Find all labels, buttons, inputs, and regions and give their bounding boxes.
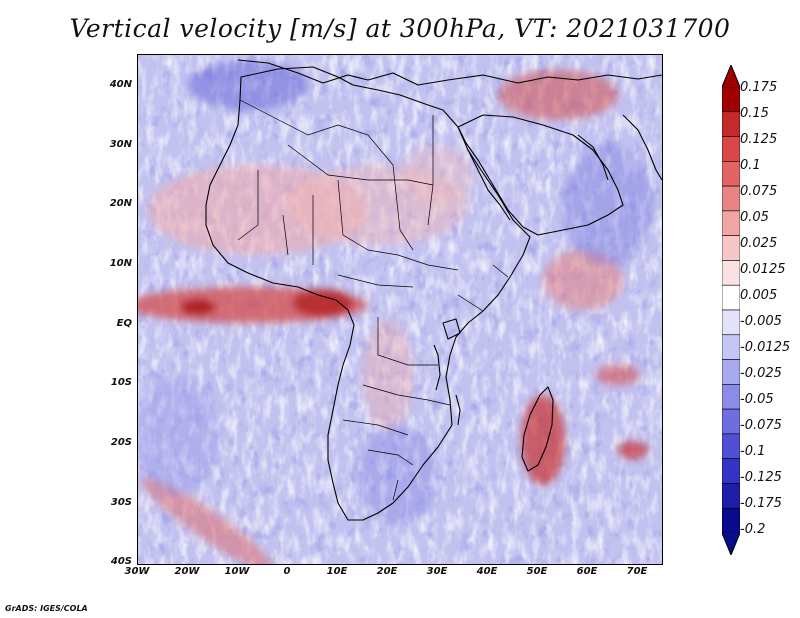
lat-label-30s: 30S	[110, 497, 132, 508]
colorbar-label: -0.005	[740, 314, 782, 329]
lon-label-40e: 40E	[476, 566, 498, 577]
lon-label-30e: 30E	[426, 566, 448, 577]
colorbar-segment	[722, 161, 740, 187]
country-borders	[237, 99, 509, 501]
colorbar-segment	[722, 384, 740, 410]
colorbar-label: -0.2	[740, 522, 766, 537]
lake-victoria	[442, 318, 461, 340]
lat-label-eq: EQ	[116, 318, 132, 329]
lon-label-10w: 10W	[224, 566, 250, 577]
colorbar-label: 0.15	[740, 106, 769, 121]
lake-tanganyika	[433, 344, 441, 391]
colorbar-label: -0.125	[740, 470, 782, 485]
colorbar-segment	[722, 408, 740, 435]
colorbar-segment	[722, 483, 740, 509]
colorbar-label: 0.075	[740, 184, 778, 199]
colorbar-label: 0.175	[740, 80, 778, 95]
lat-label-40s: 40S	[110, 556, 132, 567]
colorbar-label: 0.1	[740, 158, 761, 173]
colorbar-segment	[722, 458, 740, 484]
colorbar-label: -0.025	[740, 366, 782, 381]
colorbar-segment	[722, 185, 740, 212]
colorbar-label: -0.075	[740, 418, 782, 433]
persian-gulf	[577, 134, 609, 181]
lon-label-50e: 50E	[526, 566, 548, 577]
colorbar-label: -0.05	[740, 392, 774, 407]
india-coastline	[622, 114, 662, 181]
lon-label-20e: 20E	[376, 566, 398, 577]
colorbar-segment	[722, 210, 740, 236]
colorbar-segment	[722, 284, 740, 311]
lon-label-20w: 20W	[174, 566, 200, 577]
colorbar-segment	[722, 433, 740, 459]
colorbar-segment	[722, 136, 740, 162]
colorbar-segment	[722, 111, 740, 137]
updraft-regions	[138, 70, 648, 564]
lat-label-20n: 20N	[109, 198, 132, 209]
software-credit: GrADS: IGES/COLA	[5, 604, 88, 613]
chart-title: Vertical velocity [m/s] at 300hPa, VT: 2…	[69, 14, 731, 43]
lon-label-70e: 70E	[626, 566, 648, 577]
velocity-field-map	[138, 55, 662, 564]
colorbar-label: -0.1	[740, 444, 766, 459]
colorbar-min-arrow	[722, 532, 740, 555]
colorbar-segment	[722, 260, 740, 286]
colorbar-label: -0.0125	[740, 340, 791, 355]
lon-label-0: 0	[283, 566, 291, 577]
downdraft-regions	[138, 60, 653, 525]
colorbar-segment	[722, 86, 740, 113]
lon-label-30w: 30W	[124, 566, 150, 577]
colorbar-max-arrow	[722, 65, 740, 88]
red-sea	[467, 149, 511, 221]
colorbar-label: 0.125	[740, 132, 778, 147]
colorbar-label: 0.025	[740, 236, 778, 251]
colorbar-label: 0.0125	[740, 262, 786, 277]
colorbar-segment	[722, 235, 740, 261]
colorbar-segment	[722, 334, 740, 360]
lat-label-20s: 20S	[110, 437, 132, 448]
map-panel	[137, 54, 663, 565]
lat-label-10n: 10N	[109, 258, 132, 269]
mediterranean-north	[237, 59, 662, 86]
lon-label-60e: 60E	[576, 566, 598, 577]
colorbar-label: 0.05	[740, 210, 769, 225]
colorbar-segment	[722, 507, 740, 534]
colorbar-segment	[722, 309, 740, 336]
lat-label-30n: 30N	[109, 139, 132, 150]
colorbar-label: -0.175	[740, 496, 782, 511]
colorbar-segment	[722, 359, 740, 385]
colorbar	[722, 65, 740, 555]
coastlines	[205, 59, 662, 521]
lon-label-10e: 10E	[326, 566, 348, 577]
lat-label-40n: 40N	[109, 79, 132, 90]
madagascar-coastline	[521, 386, 554, 472]
arabia-coastline	[457, 114, 624, 236]
colorbar-label: 0.005	[740, 288, 778, 303]
lake-malawi	[455, 394, 461, 426]
lat-label-10s: 10S	[110, 377, 132, 388]
